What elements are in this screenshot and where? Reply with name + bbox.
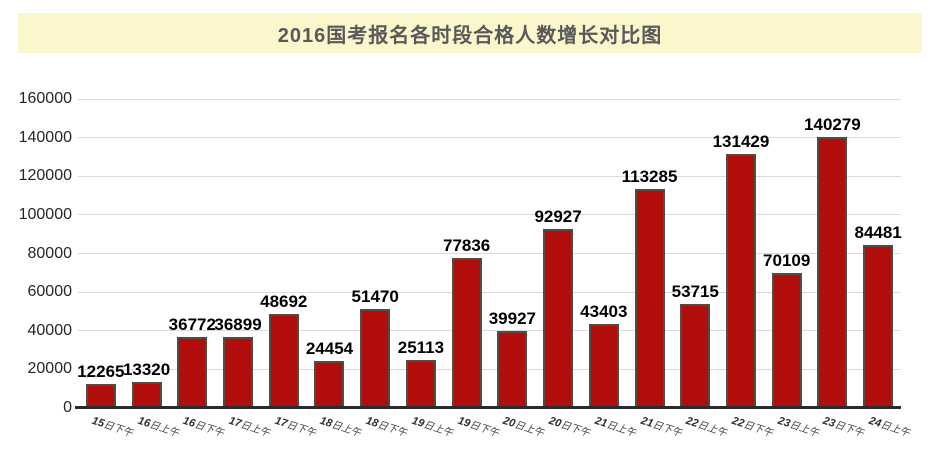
bar (817, 137, 848, 408)
y-axis-tick-label: 0 (63, 399, 72, 416)
x-axis-tick-label: 23日下午 (821, 414, 866, 440)
gridline (78, 291, 901, 293)
x-axis-tick-label: 15日下午 (90, 414, 134, 440)
bar (314, 361, 345, 408)
bar (223, 337, 254, 408)
y-axis-tick-label: 60000 (27, 283, 73, 301)
x-axis-tick-label: 18日上午 (318, 414, 363, 440)
bar (268, 314, 299, 408)
bar (497, 331, 528, 408)
y-axis-tick-label: 120000 (18, 167, 72, 185)
x-axis-tick-label: 19日上午 (410, 414, 454, 440)
gridline (78, 253, 901, 254)
x-axis-tick-label: 24日上午 (867, 414, 912, 440)
bar-value-label: 113285 (621, 167, 678, 186)
bar (588, 324, 619, 408)
bar (634, 189, 665, 408)
chart-title: 2016国考报名各时段合格人数增长对比图 (277, 24, 663, 47)
x-axis-tick-label: 21日上午 (593, 414, 637, 440)
bar-value-label: 140279 (804, 115, 861, 134)
title-banner: 2016国考报名各时段合格人数增长对比图 (18, 13, 922, 53)
gridline (78, 98, 901, 100)
gridline (78, 175, 901, 177)
x-axis-tick-label: 22日上午 (684, 414, 729, 440)
gridline (78, 330, 901, 332)
x-axis-tick-label: 22日下午 (730, 414, 774, 440)
gridline (78, 214, 901, 216)
y-axis-tick-label: 160000 (18, 90, 72, 107)
bar (405, 360, 436, 408)
bar-value-label: 48692 (260, 292, 308, 311)
bar (85, 384, 116, 408)
bar-value-label: 53715 (671, 282, 719, 301)
bar-value-label: 131429 (712, 132, 770, 151)
x-axis-tick-label: 17日下午 (273, 414, 317, 440)
y-axis-tick-label: 100000 (18, 205, 72, 223)
bar-value-label: 70109 (763, 251, 811, 270)
x-axis-tick-label: 23日上午 (776, 414, 820, 440)
bar-value-label: 43403 (580, 302, 628, 321)
bar-value-label: 12265 (77, 362, 125, 381)
bar (863, 245, 894, 408)
y-axis-tick-label: 80000 (27, 244, 73, 262)
bar (360, 309, 391, 408)
bar (177, 337, 208, 408)
bar-value-label: 25113 (397, 338, 445, 357)
bar-value-label: 39927 (488, 309, 536, 328)
x-axis-tick-label: 19日下午 (455, 414, 500, 440)
x-axis-tick-label: 21日下午 (638, 414, 683, 440)
bar (131, 382, 162, 408)
x-axis-tick-label: 20日下午 (547, 414, 592, 440)
bar (725, 154, 756, 408)
x-axis-tick-label: 20日上午 (501, 414, 546, 440)
bar-value-label: 51470 (351, 287, 399, 306)
bar-value-label: 84481 (854, 223, 902, 242)
bar-value-label: 13320 (122, 360, 171, 379)
x-axis-tick-label: 17日上午 (227, 414, 271, 440)
bar-value-label: 36899 (214, 315, 262, 334)
bar (451, 258, 482, 408)
x-axis-tick-label: 18日下午 (364, 414, 409, 440)
bar-value-label: 77836 (442, 236, 491, 255)
x-axis-tick-label: 16日上午 (135, 414, 180, 440)
gridline (78, 137, 901, 139)
bar-value-label: 24454 (305, 339, 354, 358)
bar (771, 273, 802, 408)
x-axis-line (75, 406, 901, 409)
y-axis-tick-label: 20000 (27, 360, 73, 378)
gridline (78, 368, 901, 370)
bar (543, 229, 574, 408)
x-axis-tick-label: 16日下午 (181, 414, 226, 440)
bar (680, 304, 711, 408)
bar-value-label: 92927 (534, 207, 582, 226)
bar-value-label: 36772 (168, 315, 216, 334)
y-axis-tick-label: 140000 (18, 128, 72, 146)
y-axis-tick-label: 40000 (27, 321, 73, 339)
